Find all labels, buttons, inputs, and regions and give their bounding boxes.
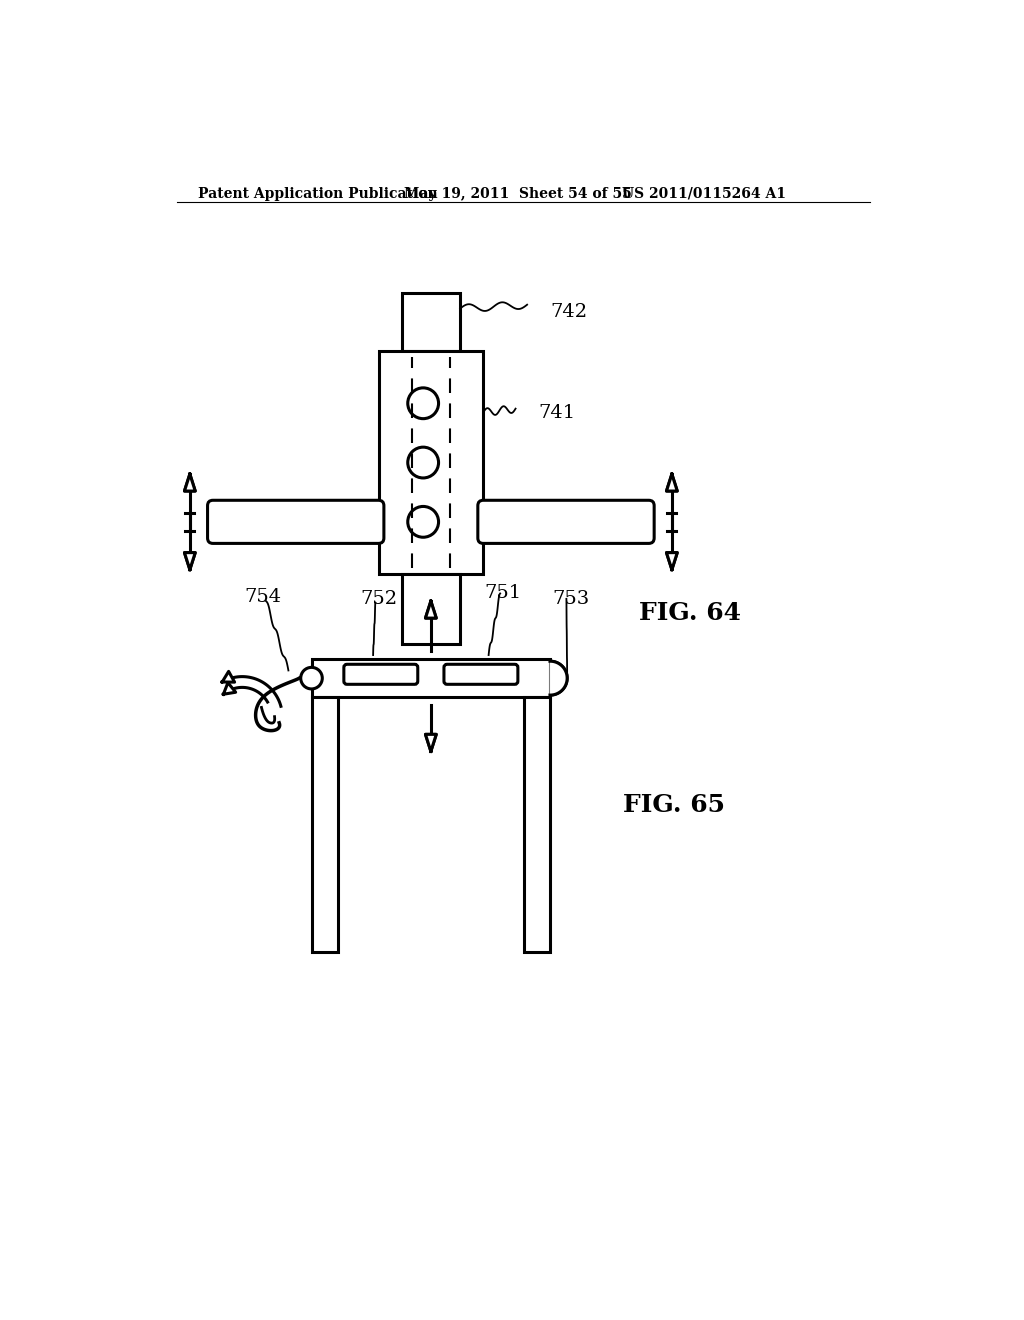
Bar — [311, 697, 338, 952]
FancyBboxPatch shape — [478, 500, 654, 544]
Text: 741: 741 — [539, 404, 575, 421]
Polygon shape — [425, 734, 436, 751]
Circle shape — [408, 507, 438, 537]
Bar — [401, 293, 460, 351]
Polygon shape — [223, 682, 236, 694]
Bar — [524, 697, 550, 952]
Polygon shape — [425, 601, 436, 618]
Polygon shape — [184, 553, 196, 570]
Polygon shape — [667, 474, 677, 491]
FancyBboxPatch shape — [444, 664, 518, 684]
Text: 754: 754 — [245, 589, 282, 606]
FancyBboxPatch shape — [208, 500, 384, 544]
Bar — [311, 659, 550, 697]
Circle shape — [301, 668, 323, 689]
Polygon shape — [222, 672, 234, 682]
Polygon shape — [184, 474, 196, 491]
Bar — [379, 351, 483, 574]
Text: 753: 753 — [553, 590, 590, 607]
Bar — [401, 574, 460, 644]
Text: US 2011/0115264 A1: US 2011/0115264 A1 — [622, 187, 785, 201]
Text: 742: 742 — [550, 304, 588, 321]
Polygon shape — [550, 661, 567, 696]
Text: Patent Application Publication: Patent Application Publication — [199, 187, 438, 201]
Circle shape — [408, 447, 438, 478]
Text: May 19, 2011  Sheet 54 of 55: May 19, 2011 Sheet 54 of 55 — [403, 187, 632, 201]
Polygon shape — [667, 553, 677, 570]
FancyBboxPatch shape — [344, 664, 418, 684]
Circle shape — [408, 388, 438, 418]
Text: FIG. 64: FIG. 64 — [639, 601, 740, 624]
Text: FIG. 65: FIG. 65 — [624, 793, 725, 817]
Text: 752: 752 — [360, 590, 397, 607]
Text: 751: 751 — [484, 585, 522, 602]
